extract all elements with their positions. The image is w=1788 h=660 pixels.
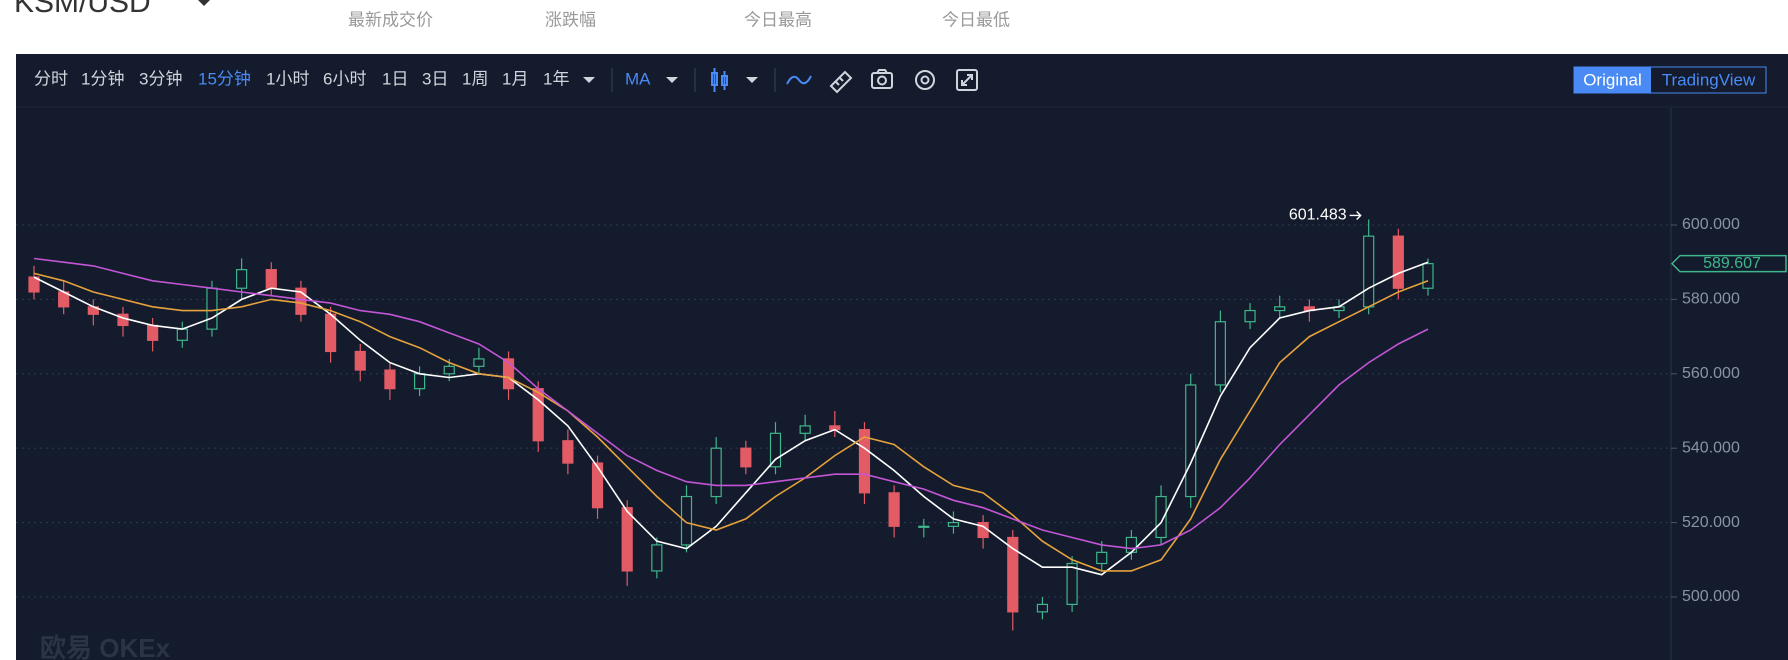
interval-button[interactable]: 1年 [543, 69, 569, 88]
moving-average-line [33, 272, 1429, 572]
candle-body [473, 358, 485, 367]
candle-body [295, 287, 307, 315]
indicator-dropdown[interactable] [666, 77, 678, 83]
candle-body [443, 365, 455, 375]
candle-body [1066, 562, 1078, 606]
camera-icon[interactable] [871, 69, 893, 89]
fullscreen-icon[interactable] [956, 69, 978, 91]
candle-body [1244, 309, 1256, 323]
candle-body [1422, 263, 1434, 289]
candle-body [147, 324, 159, 341]
candle-body [384, 369, 396, 390]
candle-body [858, 428, 871, 494]
interval-button[interactable]: 1分钟 [81, 69, 124, 88]
stat-label: 今日最高 [744, 10, 812, 29]
last-price-box [1670, 254, 1787, 273]
draw-line-icon[interactable] [786, 75, 812, 85]
candle-body [28, 276, 40, 293]
candle-body [176, 328, 188, 341]
candle-body [947, 521, 960, 527]
chart-panel [16, 54, 1788, 660]
interval-button[interactable]: 3日 [422, 69, 448, 88]
candle-body [799, 425, 811, 434]
candle-body [206, 287, 218, 330]
candle-body [265, 269, 277, 289]
candle-body [1363, 235, 1375, 308]
chart-type-dropdown[interactable] [746, 77, 758, 83]
candle-body [680, 495, 693, 546]
interval-button[interactable]: 3分钟 [139, 69, 182, 88]
y-tick-label: 580.000 [1682, 291, 1740, 308]
high-arrow [1349, 210, 1362, 220]
view-button[interactable]: TradingView [1662, 70, 1756, 89]
candle-body [324, 313, 337, 353]
indicator-button[interactable]: MA [625, 69, 651, 88]
candle-body [1036, 603, 1049, 613]
candle-body [651, 544, 663, 572]
candle-body [740, 447, 752, 468]
interval-button[interactable]: 1日 [382, 69, 408, 88]
candle-body [591, 462, 604, 509]
candle-body [1007, 536, 1019, 613]
interval-button[interactable]: 1月 [502, 69, 528, 88]
y-tick-label: 540.000 [1682, 439, 1740, 456]
y-tick-label: 560.000 [1682, 365, 1740, 382]
stat-label: 今日最低 [942, 10, 1010, 29]
candle-body [1392, 235, 1404, 289]
candle-body [502, 358, 515, 390]
candle-body [1155, 495, 1167, 539]
y-tick-label: 520.000 [1682, 514, 1740, 531]
interval-dropdown[interactable] [583, 77, 595, 83]
candle-body [621, 507, 633, 572]
candle-body [236, 269, 248, 289]
interval-button[interactable]: 15分钟 [198, 69, 251, 88]
candle-body [769, 432, 782, 468]
candle-body [354, 350, 366, 371]
interval-button[interactable]: 1周 [462, 69, 488, 88]
stat-label: 涨跌幅 [545, 10, 596, 29]
y-tick-label: 600.000 [1682, 216, 1740, 233]
candle-body [1185, 384, 1197, 498]
settings-icon[interactable] [915, 70, 935, 90]
interval-button[interactable]: 1小时 [266, 69, 309, 88]
interval-button[interactable]: 分时 [34, 69, 68, 88]
candle-body [1274, 306, 1286, 312]
stat-label: 最新成交价 [348, 10, 433, 29]
candle-body [413, 373, 426, 390]
moving-average-line [33, 257, 1429, 550]
candle-body [1096, 551, 1108, 565]
moving-average-line [33, 261, 1429, 576]
view-active-bg [1574, 67, 1651, 93]
candle-body [888, 492, 900, 527]
candle-body [562, 440, 574, 464]
candle-type-icon[interactable] [711, 68, 728, 92]
candle-body [918, 525, 930, 528]
last-price-label: 589.607 [1703, 255, 1761, 272]
interval-button[interactable]: 6小时 [323, 69, 366, 88]
watermark: 欧易 OKEx [40, 633, 171, 660]
view-button[interactable]: Original [1583, 70, 1642, 89]
high-price-label: 601.483 [1289, 207, 1347, 224]
candle-body [1214, 321, 1226, 386]
ruler-icon[interactable] [829, 70, 853, 94]
candle-body [1125, 536, 1138, 553]
pair-title[interactable]: KSM/USD [14, 0, 151, 19]
candle-body [710, 447, 722, 498]
y-tick-label: 500.000 [1682, 588, 1740, 605]
pair-dropdown[interactable] [196, 0, 212, 6]
